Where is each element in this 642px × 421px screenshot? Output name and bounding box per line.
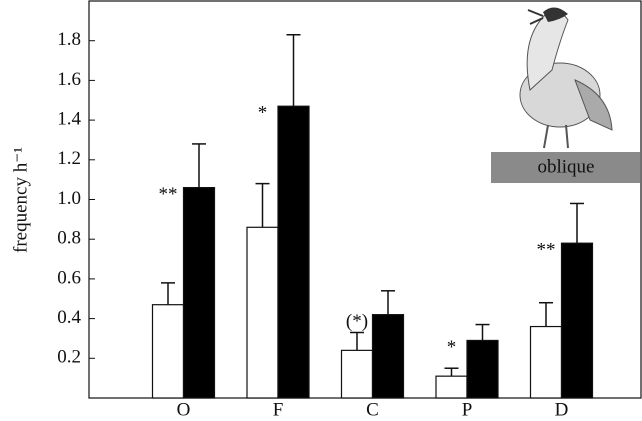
y-tick-label: 1.2 — [57, 148, 81, 169]
bar — [560, 242, 594, 399]
y-tick-label: 1.0 — [57, 188, 81, 209]
bar — [246, 226, 279, 399]
bar — [340, 349, 374, 399]
y-tick-label: 0.2 — [57, 347, 81, 368]
significance-label: ** — [537, 240, 556, 261]
y-tick-label: 0.4 — [57, 307, 81, 328]
y-axis-label: frequency h⁻¹ — [10, 147, 31, 253]
significance-label: (*) — [346, 311, 368, 332]
inset-label-box — [491, 152, 640, 183]
y-tick-label: 1.4 — [57, 108, 81, 129]
y-tick-label: 1.6 — [57, 69, 81, 90]
x-tick-label: F — [273, 399, 284, 420]
bar — [182, 186, 216, 399]
bar — [151, 304, 185, 399]
bar — [371, 314, 405, 399]
x-tick-label: D — [555, 399, 569, 420]
bar — [435, 375, 468, 399]
bar — [529, 325, 563, 399]
bar — [277, 105, 310, 399]
significance-label: * — [447, 337, 457, 358]
bar — [466, 339, 499, 399]
significance-label: ** — [159, 184, 178, 205]
x-tick-label: O — [177, 399, 191, 420]
inset-label: oblique — [538, 156, 595, 177]
inset-illustration — [519, 7, 613, 149]
y-tick-label: 1.8 — [57, 29, 81, 50]
x-tick-label: C — [366, 399, 379, 420]
y-tick-label: 0.6 — [57, 267, 81, 288]
significance-label: * — [258, 103, 268, 124]
x-tick-label: P — [462, 399, 473, 420]
y-tick-label: 0.8 — [57, 228, 81, 249]
